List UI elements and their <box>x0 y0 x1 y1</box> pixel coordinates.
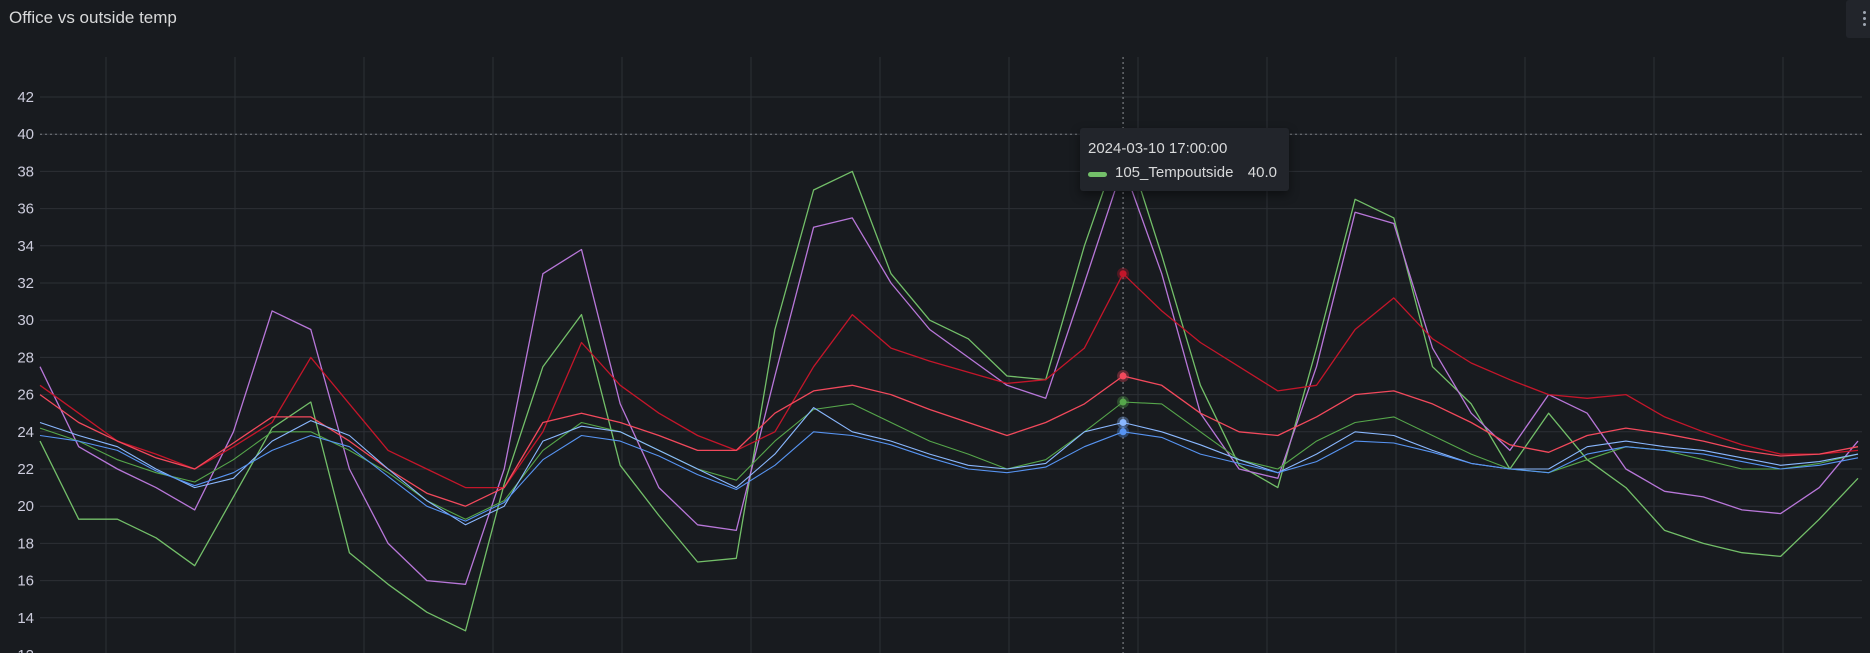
y-tick-label: 38 <box>17 163 34 180</box>
y-tick-label: 26 <box>17 387 34 404</box>
series-line <box>39 431 1859 522</box>
hover-point <box>1119 372 1127 380</box>
menu-dot <box>1863 23 1866 26</box>
menu-dot <box>1863 11 1866 14</box>
y-tick-label: 20 <box>17 498 34 515</box>
series-line <box>39 407 1859 526</box>
series-line <box>39 401 1859 520</box>
y-tick-label: 18 <box>17 535 34 552</box>
tooltip-series-swatch <box>1088 172 1107 177</box>
tooltip-time: 2024-03-10 17:00:00 <box>1088 140 1228 157</box>
more-vertical-icon[interactable] <box>1846 0 1870 38</box>
y-tick-label: 30 <box>17 312 34 329</box>
hover-point <box>1119 270 1127 278</box>
y-tick-label: 16 <box>17 573 34 590</box>
hover-point <box>1119 419 1127 426</box>
tooltip-series-name: 105_Tempoutside <box>1115 164 1234 181</box>
y-tick-label: 32 <box>17 275 34 292</box>
hover-point <box>1119 428 1127 436</box>
series-line <box>39 133 1859 632</box>
y-tick-label: 24 <box>17 424 34 441</box>
y-tick-label: 34 <box>17 238 34 255</box>
y-tick-label: 42 <box>17 89 34 106</box>
tooltip-value: 40.0 <box>1247 164 1277 181</box>
y-tick-label: 22 <box>17 461 34 478</box>
series-line <box>39 165 1859 585</box>
menu-dot <box>1863 17 1866 20</box>
hover-point <box>1119 398 1127 406</box>
hover-tooltip: 2024-03-10 17:00:00 105_Tempoutside 40.0 <box>1080 128 1289 191</box>
series-line <box>39 273 1859 489</box>
y-tick-label: 12 <box>17 647 34 653</box>
y-tick-label: 14 <box>17 610 34 627</box>
y-tick-label: 36 <box>17 201 34 218</box>
y-tick-label: 28 <box>17 349 34 366</box>
panel-title: Office vs outside temp <box>9 8 177 27</box>
series-line <box>39 375 1859 507</box>
y-tick-label: 40 <box>17 126 34 143</box>
